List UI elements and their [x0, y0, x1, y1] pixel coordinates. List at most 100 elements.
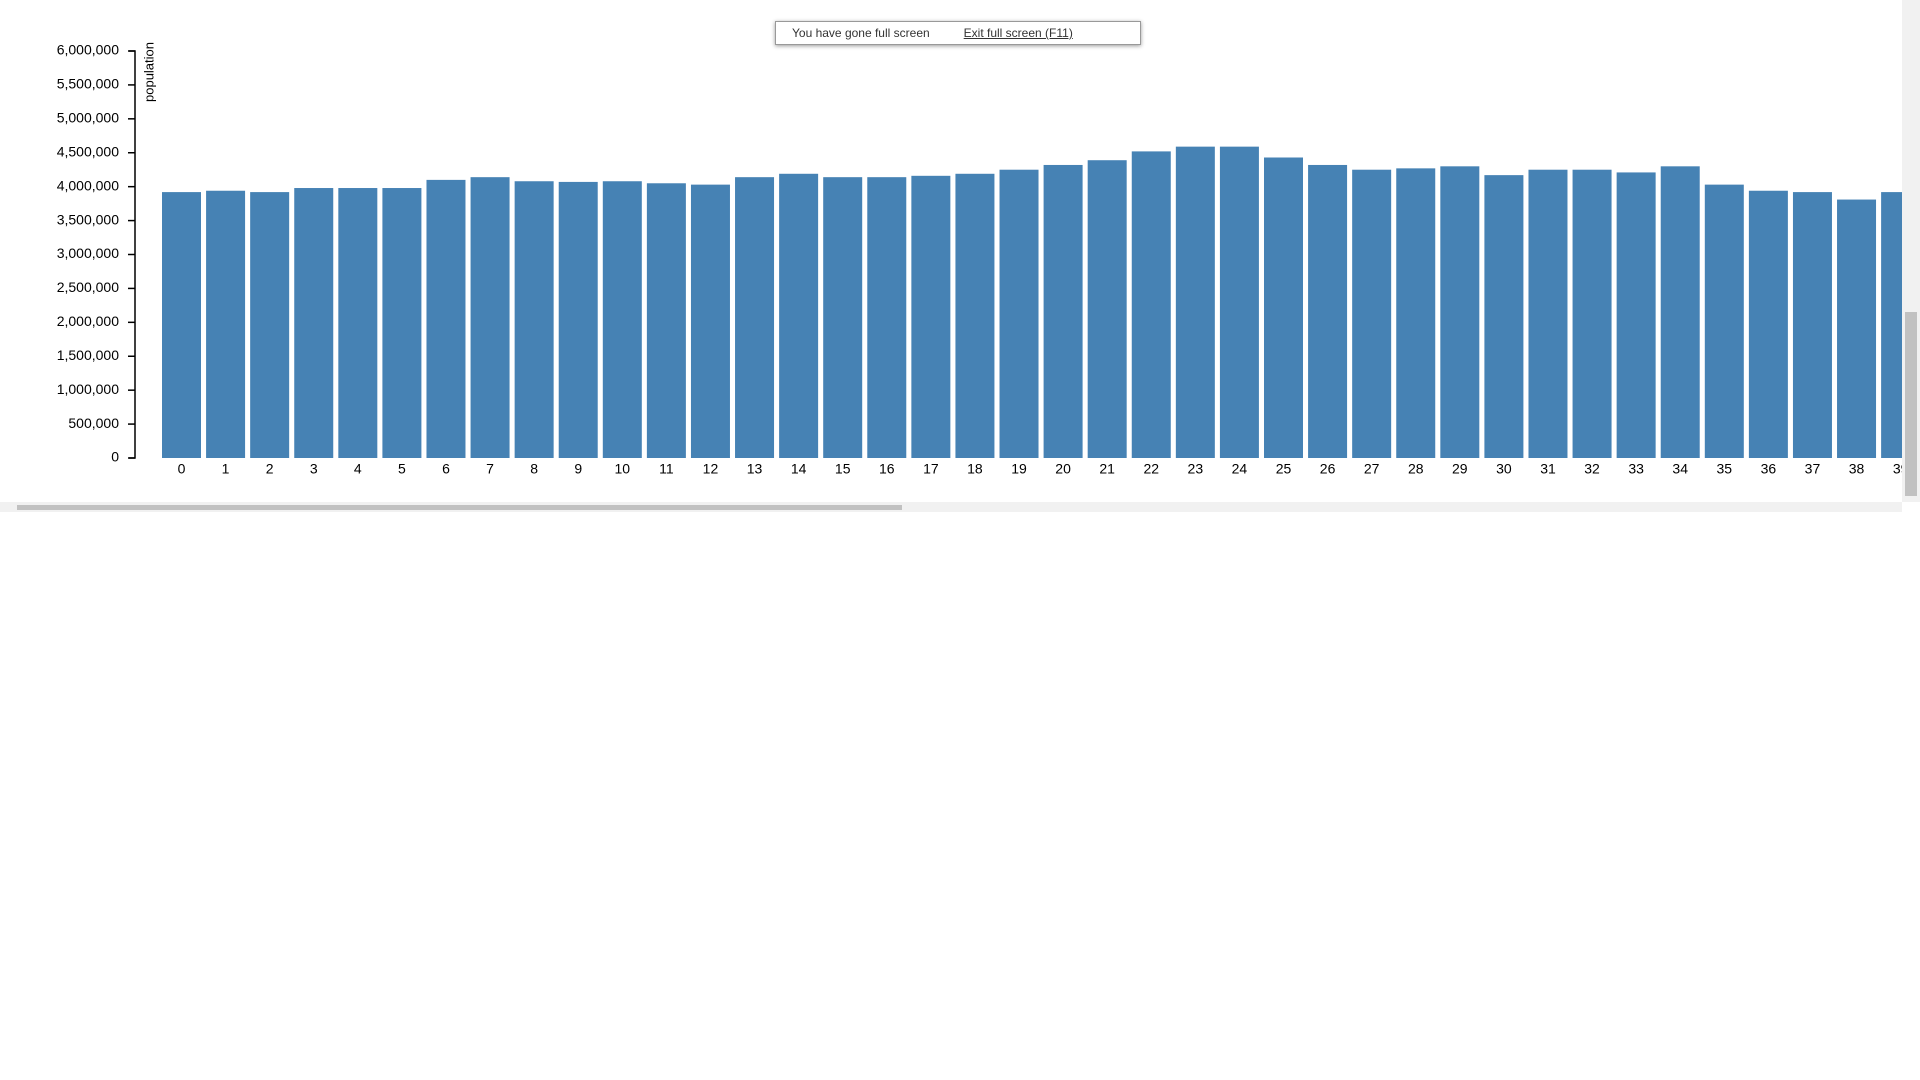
- bar: [999, 169, 1039, 459]
- x-tick-label: 5: [398, 461, 406, 477]
- bar: [1352, 169, 1392, 459]
- x-tick-label: 16: [879, 461, 895, 477]
- bar: [294, 188, 334, 459]
- x-tick-label: 31: [1540, 461, 1556, 477]
- x-tick-label: 13: [747, 461, 763, 477]
- bar: [1616, 172, 1656, 458]
- x-tick-label: 32: [1584, 461, 1600, 477]
- bar: [1837, 199, 1877, 458]
- x-tick-label: 37: [1805, 461, 1821, 477]
- x-tick-label: 11: [659, 461, 674, 477]
- y-tick-label: 5,500,000: [57, 76, 119, 92]
- bar: [735, 177, 775, 459]
- bar: [1881, 192, 1902, 459]
- x-tick-label: 4: [354, 461, 362, 477]
- horizontal-scrollbar[interactable]: [0, 502, 1902, 512]
- x-tick-label: 26: [1320, 461, 1336, 477]
- x-tick-label: 8: [530, 461, 538, 477]
- bar: [1087, 160, 1127, 458]
- x-tick-label: 25: [1276, 461, 1292, 477]
- bar: [1308, 164, 1348, 458]
- scroll-thumb[interactable]: [17, 505, 902, 510]
- bar: [779, 173, 819, 459]
- y-axis-label: population: [141, 42, 156, 102]
- bar: [206, 190, 246, 458]
- x-tick-label: 29: [1452, 461, 1468, 477]
- bar: [1264, 157, 1303, 458]
- x-tick-label: 33: [1628, 461, 1644, 477]
- x-tick-label: 19: [1011, 461, 1027, 477]
- x-tick-label: 6: [442, 461, 450, 477]
- y-tick-label: 5,000,000: [57, 110, 119, 126]
- fullscreen-notice: You have gone full screen Exit full scre…: [775, 21, 1141, 45]
- bar: [1660, 166, 1700, 459]
- x-tick-label: 27: [1364, 461, 1380, 477]
- bar: [690, 184, 730, 459]
- x-tick-label: 14: [791, 461, 807, 477]
- x-tick-label: 36: [1761, 461, 1777, 477]
- y-tick-label: 3,000,000: [57, 245, 119, 261]
- bar: [1704, 184, 1744, 459]
- bar: [162, 192, 201, 459]
- bar: [955, 173, 995, 459]
- bar: [1043, 164, 1083, 458]
- y-tick-label: 0: [111, 449, 119, 465]
- bar: [1131, 151, 1171, 459]
- x-tick-label: 23: [1188, 461, 1204, 477]
- notice-message: You have gone full screen: [792, 26, 930, 40]
- y-tick-label: 500,000: [68, 415, 119, 431]
- bar: [1440, 166, 1480, 459]
- x-tick-label: 22: [1143, 461, 1159, 477]
- bar: [1528, 169, 1568, 459]
- exit-fullscreen-link[interactable]: Exit full screen (F11): [963, 26, 1073, 40]
- bar: [1175, 146, 1215, 458]
- y-tick-label: 2,000,000: [57, 313, 119, 329]
- x-tick-label: 7: [486, 461, 494, 477]
- x-tick-label: 9: [574, 461, 582, 477]
- bar: [823, 177, 863, 459]
- y-tick-label: 2,500,000: [57, 279, 119, 295]
- x-tick-label: 18: [967, 461, 983, 477]
- scroll-thumb[interactable]: [1905, 312, 1917, 496]
- bar: [867, 177, 907, 459]
- x-tick-label: 21: [1099, 461, 1115, 477]
- bar: [250, 192, 290, 459]
- x-tick-label: 2: [266, 461, 274, 477]
- bar: [1572, 169, 1612, 459]
- bar: [426, 179, 466, 458]
- vertical-scrollbar[interactable]: [1902, 0, 1920, 502]
- x-tick-label: 15: [835, 461, 851, 477]
- x-tick-label: 38: [1849, 461, 1865, 477]
- x-tick-label: 10: [615, 461, 631, 477]
- y-tick-label: 4,000,000: [57, 177, 119, 193]
- x-tick-label: 0: [178, 461, 186, 477]
- bar: [338, 188, 378, 459]
- bar: [558, 181, 598, 458]
- bar: [646, 183, 686, 458]
- y-tick-label: 3,500,000: [57, 211, 119, 227]
- x-tick-label: 20: [1055, 461, 1071, 477]
- y-tick-label: 6,000,000: [57, 42, 119, 58]
- bar: [911, 175, 951, 458]
- bar: [1484, 175, 1524, 458]
- x-tick-label: 1: [222, 461, 230, 477]
- x-tick-label: 30: [1496, 461, 1512, 477]
- x-tick-label: 24: [1232, 461, 1248, 477]
- bar: [382, 188, 422, 459]
- x-tick-label: 39: [1893, 461, 1902, 477]
- bar: [514, 181, 554, 459]
- bar: [1748, 190, 1788, 458]
- x-tick-label: 17: [923, 461, 939, 477]
- x-tick-label: 3: [310, 461, 318, 477]
- bar: [470, 177, 510, 459]
- bar: [602, 181, 642, 459]
- x-tick-label: 35: [1717, 461, 1733, 477]
- bar: [1792, 192, 1832, 459]
- x-tick-label: 28: [1408, 461, 1424, 477]
- y-tick-label: 4,500,000: [57, 143, 119, 159]
- x-tick-label: 34: [1672, 461, 1688, 477]
- bar: [1396, 168, 1436, 458]
- y-tick-label: 1,500,000: [57, 347, 119, 363]
